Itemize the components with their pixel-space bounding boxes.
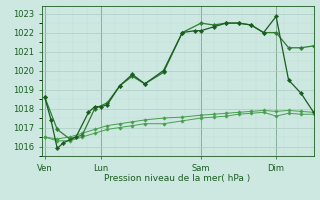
X-axis label: Pression niveau de la mer( hPa ): Pression niveau de la mer( hPa )	[104, 174, 251, 183]
